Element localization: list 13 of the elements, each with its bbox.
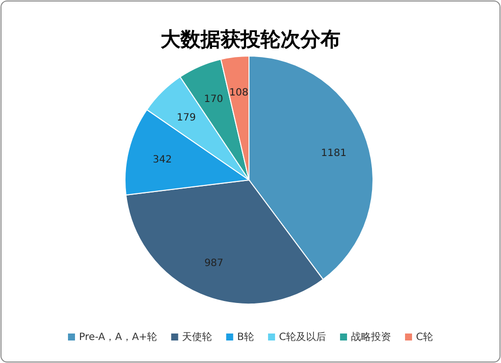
legend-label: C轮及以后 — [279, 331, 326, 343]
data-label: 108 — [229, 87, 248, 98]
data-label: 179 — [176, 112, 196, 124]
legend-label: B轮 — [237, 331, 254, 343]
chart-title: 大数据获投轮次分布 — [160, 27, 340, 51]
legend-label: 战略投资 — [351, 331, 392, 343]
data-label: 1181 — [321, 148, 346, 159]
data-label: 342 — [152, 154, 172, 166]
data-label: 170 — [204, 94, 224, 106]
legend-label: Pre-A，A，A+轮 — [78, 331, 158, 343]
legend-label: 天使轮 — [182, 331, 212, 343]
data-label: 987 — [204, 258, 224, 270]
legend-label: C轮 — [416, 331, 434, 343]
